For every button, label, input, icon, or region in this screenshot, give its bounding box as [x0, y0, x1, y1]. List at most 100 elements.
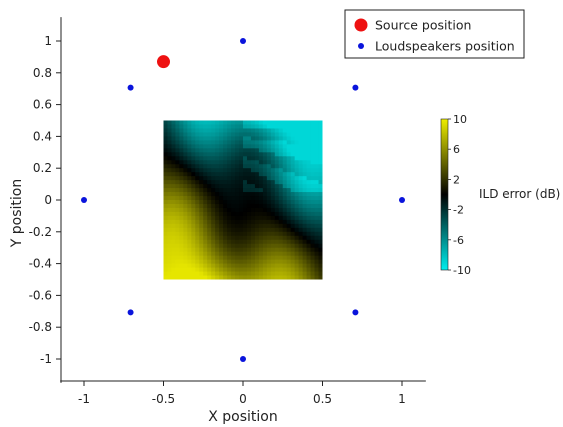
heatmap-cell — [274, 263, 280, 269]
heatmap-cell — [290, 156, 296, 161]
heatmap-cell — [223, 124, 228, 130]
heatmap-cell — [187, 192, 192, 197]
legend-source-label: Source position — [375, 18, 471, 33]
heatmap-cell — [183, 239, 188, 245]
heatmap-cell — [215, 235, 220, 241]
heatmap-cell — [195, 255, 200, 261]
heatmap-cell — [239, 271, 244, 277]
heatmap-cell — [227, 152, 232, 157]
heatmap-cell — [215, 251, 220, 257]
heatmap-cell — [258, 200, 264, 205]
heatmap-cell — [270, 184, 276, 189]
heatmap-cell — [239, 136, 244, 141]
heatmap-cell — [246, 255, 252, 261]
heatmap-cell — [235, 180, 240, 185]
heatmap-cell — [171, 144, 177, 149]
heatmap-cell — [231, 136, 236, 141]
heatmap-cell — [163, 271, 169, 277]
heatmap-cell — [314, 156, 320, 161]
heatmap-cell — [199, 140, 204, 145]
heatmap-cell — [310, 255, 316, 261]
heatmap-cell — [235, 267, 240, 273]
heatmap-cell — [223, 239, 228, 245]
heatmap-cell — [266, 132, 272, 137]
heatmap-cell — [211, 215, 216, 221]
heatmap-cell — [167, 172, 173, 177]
heatmap-cell — [314, 247, 320, 253]
heatmap-cell — [203, 152, 208, 157]
heatmap-cell — [239, 219, 244, 225]
x-axis-ticks: -1 -0.5 0 0.5 1 — [78, 381, 406, 406]
y-tick-label: -0.8 — [29, 320, 52, 334]
heatmap-cell — [298, 215, 304, 221]
heatmap-cell — [203, 148, 208, 153]
heatmap-cell — [175, 196, 180, 201]
heatmap-cell — [270, 263, 276, 269]
heatmap-cell — [199, 172, 204, 177]
heatmap-cell — [294, 247, 300, 253]
heatmap-cell — [163, 275, 169, 280]
heatmap-cell — [274, 207, 280, 213]
heatmap-cell — [183, 263, 188, 269]
heatmap-cell — [199, 152, 204, 157]
heatmap-cell — [302, 267, 308, 273]
heatmap-cell — [290, 251, 296, 257]
heatmap-cell — [163, 235, 169, 241]
heatmap-cell — [179, 219, 184, 225]
heatmap-cell — [171, 251, 177, 257]
heatmap-cell — [278, 231, 284, 237]
heatmap-cell — [306, 263, 312, 269]
heatmap-cell — [171, 211, 177, 217]
heatmap-cell — [187, 247, 192, 253]
heatmap-cell — [223, 148, 228, 153]
heatmap-cell — [254, 176, 260, 181]
heatmap-cell — [239, 172, 244, 177]
heatmap-cell — [310, 211, 316, 217]
colorbar-tick-label: -10 — [453, 264, 471, 277]
heatmap-cell — [171, 235, 177, 241]
heatmap-cell — [171, 132, 177, 137]
heatmap-cell — [195, 188, 200, 193]
heatmap-cell — [243, 215, 248, 221]
heatmap-cell — [246, 128, 252, 134]
heatmap-cell — [183, 156, 188, 161]
heatmap-cell — [203, 219, 208, 225]
heatmap-cell — [191, 231, 196, 237]
heatmap-cell — [235, 243, 240, 249]
heatmap-cell — [187, 239, 192, 245]
heatmap-cell — [211, 207, 216, 213]
heatmap-cell — [318, 215, 323, 221]
heatmap-cell — [318, 275, 323, 280]
heatmap-cell — [298, 180, 304, 185]
heatmap-cell — [266, 140, 272, 145]
heatmap-cell — [243, 211, 248, 217]
heatmap-cell — [254, 259, 260, 265]
heatmap-cell — [215, 160, 220, 165]
heatmap-cell — [274, 251, 280, 257]
heatmap-cell — [223, 211, 228, 217]
heatmap-cell — [183, 188, 188, 193]
heatmap-cell — [239, 227, 244, 233]
heatmap-cell — [203, 200, 208, 205]
heatmap-cell — [246, 140, 252, 145]
heatmap-cell — [211, 156, 216, 161]
heatmap-cell — [314, 251, 320, 257]
heatmap-cell — [223, 223, 228, 229]
heatmap-cell — [262, 235, 268, 241]
heatmap-cell — [187, 128, 192, 134]
heatmap-cell — [215, 223, 220, 229]
heatmap-cell — [302, 219, 308, 225]
heatmap-cell — [199, 156, 204, 161]
heatmap-cell — [227, 176, 232, 181]
heatmap-cell — [286, 207, 292, 213]
heatmap-cell — [314, 152, 320, 157]
heatmap-cell — [250, 160, 256, 165]
heatmap-cell — [282, 152, 288, 157]
heatmap-cell — [219, 140, 224, 145]
heatmap-cell — [163, 176, 169, 181]
heatmap-cell — [239, 168, 244, 173]
heatmap-cell — [175, 207, 180, 213]
heatmap-cell — [250, 132, 256, 137]
heatmap-cell — [207, 247, 212, 253]
heatmap-cell — [195, 128, 200, 134]
